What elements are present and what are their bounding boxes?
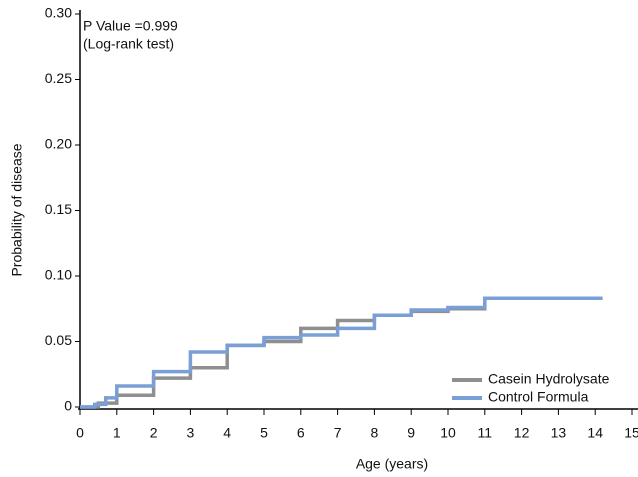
x-tick-label: 15 [624,425,638,441]
x-tick-label: 7 [334,425,342,441]
y-tick-label: 0 [64,398,72,414]
annotation: (Log-rank test) [83,36,174,52]
y-axis-label: Probability of disease [9,143,25,276]
x-tick-label: 10 [440,425,456,441]
x-tick-label: 14 [587,425,603,441]
x-tick-label: 11 [478,425,493,441]
x-tick-label: 4 [223,425,231,441]
x-tick-label: 1 [113,425,121,441]
step-line [80,296,603,409]
y-tick-label: 0.05 [45,332,72,348]
x-tick-label: 12 [514,425,530,441]
x-tick-label: 13 [551,425,567,441]
annotation: P Value =0.999 [83,18,178,34]
y-tick-label: 0.10 [45,267,72,283]
x-tick-label: 2 [150,425,158,441]
y-tick-label: 0.25 [45,70,72,86]
x-tick-label: 9 [407,425,415,441]
x-tick-label: 3 [187,425,195,441]
y-tick-label: 0.20 [45,136,72,152]
x-tick-label: 0 [76,425,84,441]
y-tick-label: 0.15 [45,201,72,217]
legend-label: Control Formula [488,389,589,405]
x-tick-label: 5 [260,425,268,441]
x-tick-label: 8 [371,425,379,441]
legend-label: Casein Hydrolysate [488,371,610,387]
x-tick-label: 6 [297,425,305,441]
x-axis-label: Age (years) [356,456,428,472]
y-tick-label: 0.30 [45,5,72,21]
